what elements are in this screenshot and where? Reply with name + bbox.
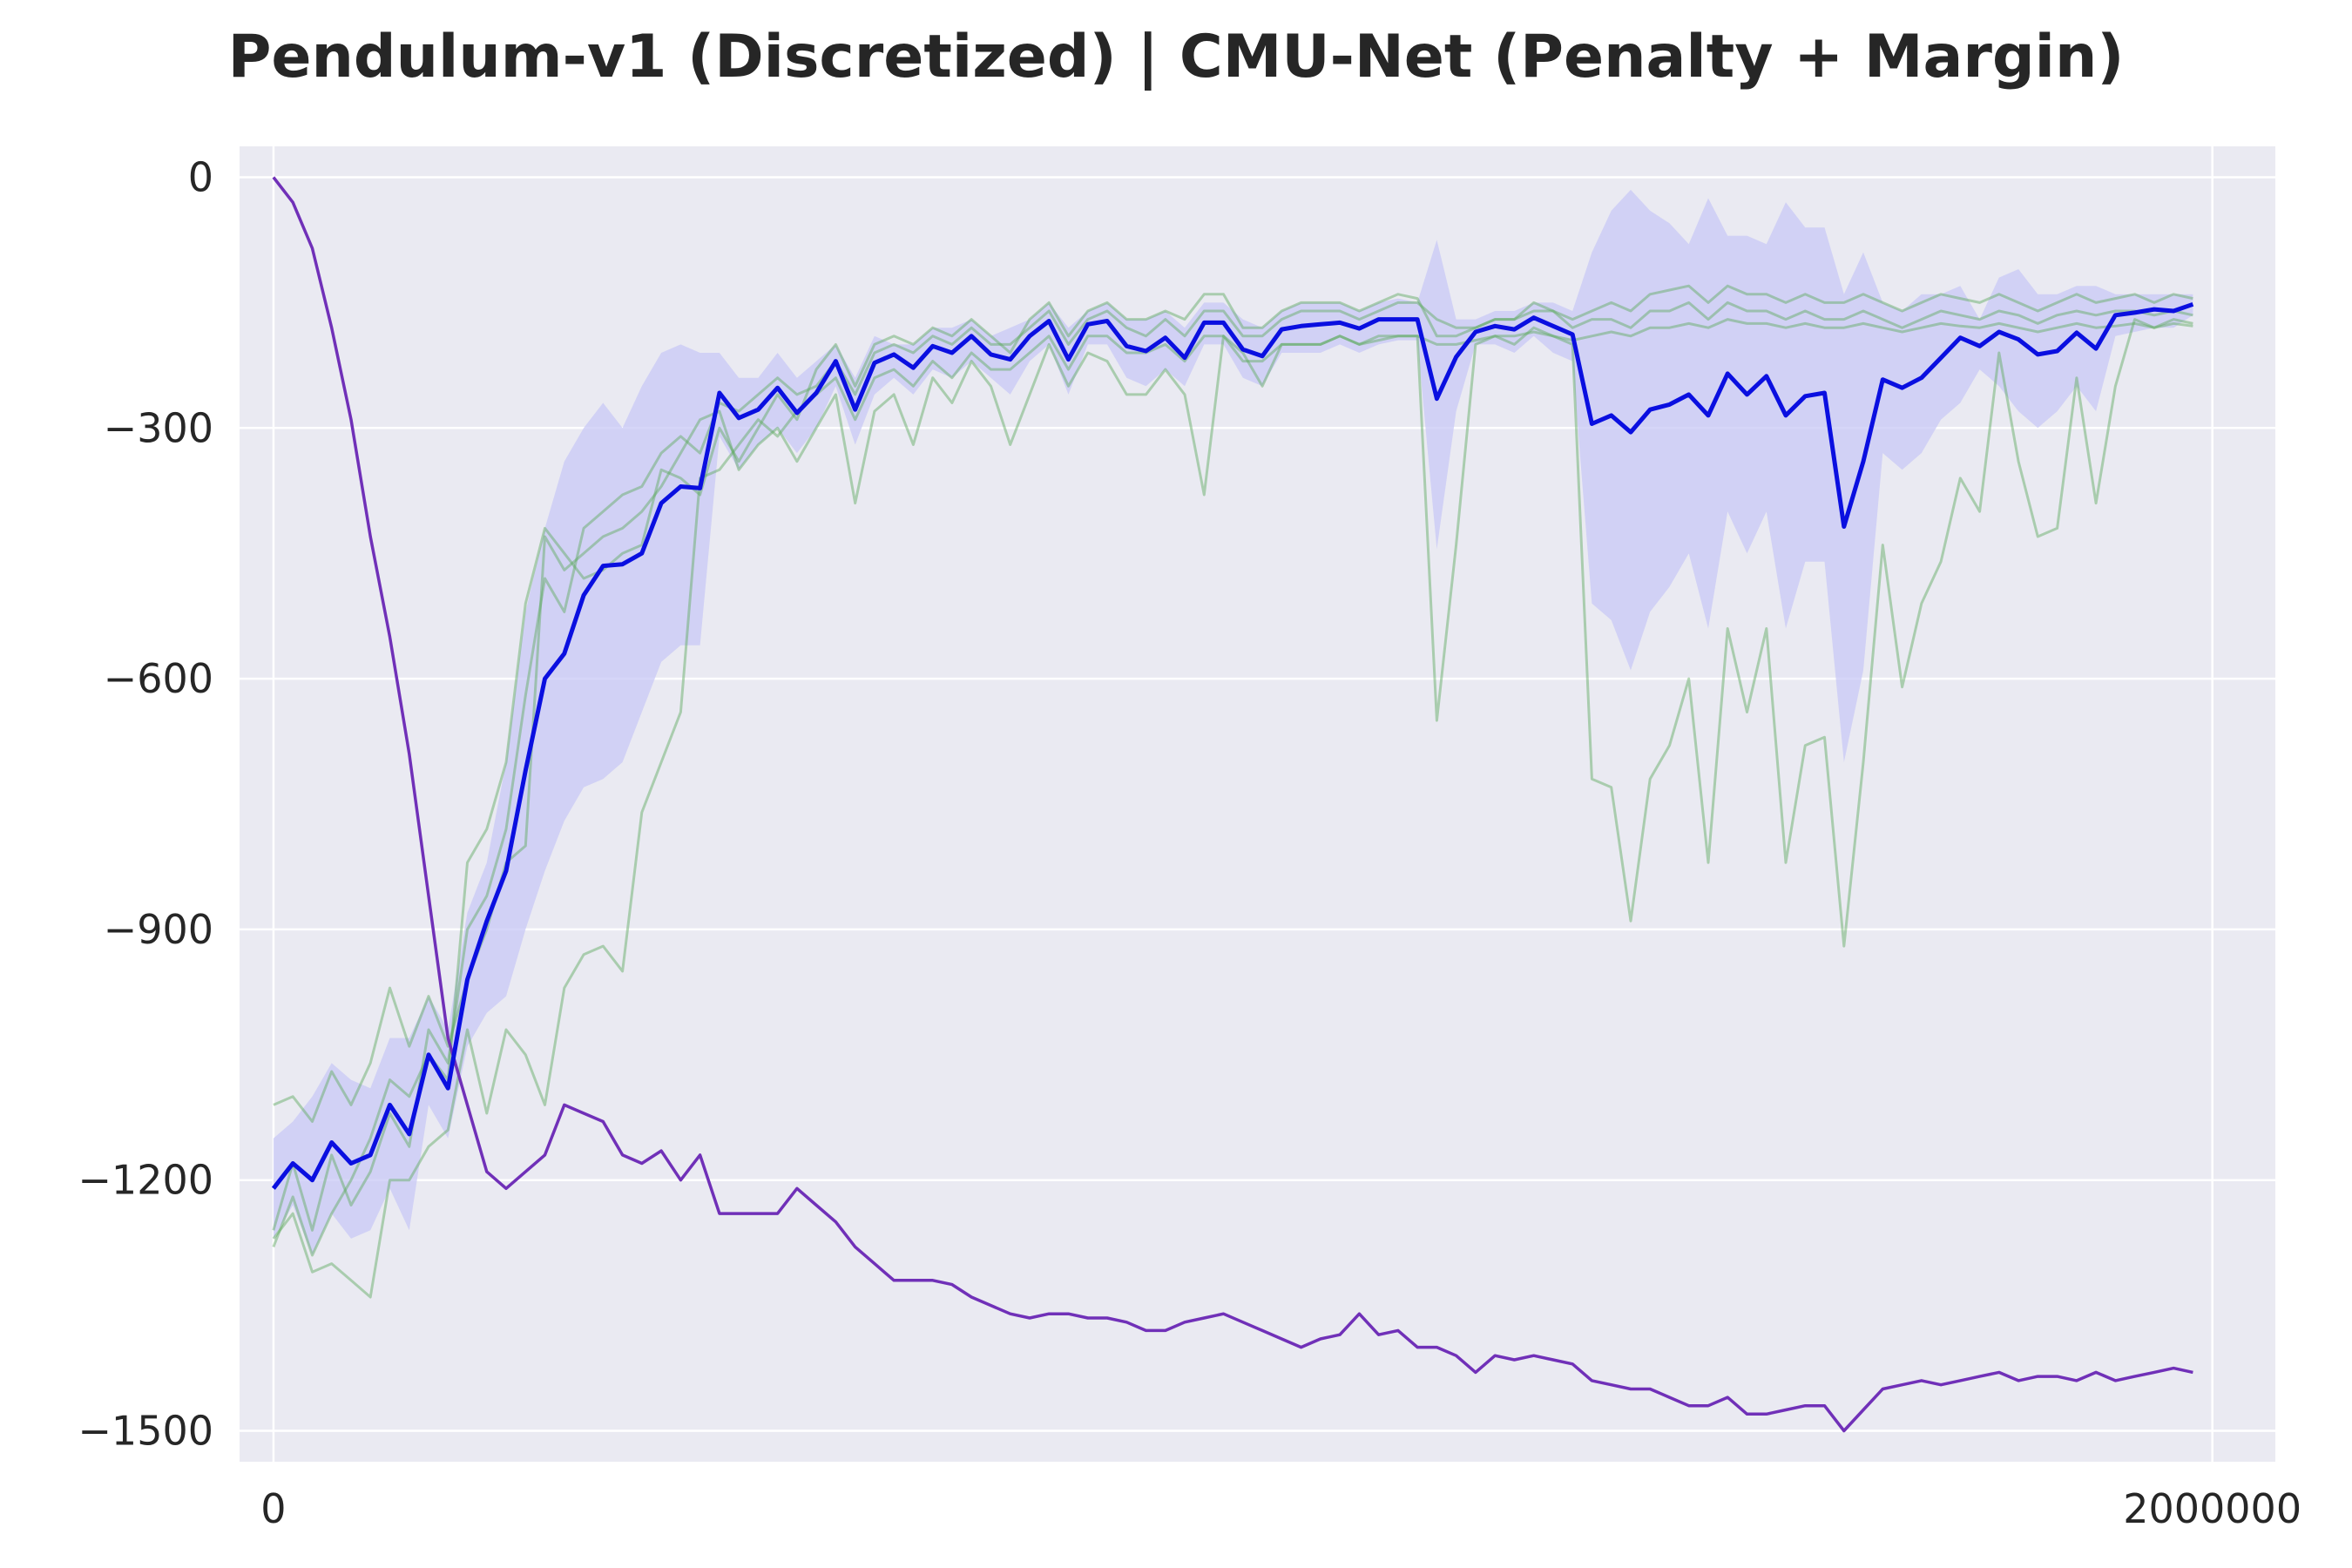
seed-line-1 <box>272 284 2193 1257</box>
seed-line-4 <box>272 318 2193 1299</box>
std-band <box>273 189 2193 1255</box>
y-tick-label: 0 <box>188 153 213 200</box>
y-tick-label: −1200 <box>78 1157 213 1204</box>
y-tick-label: −600 <box>104 655 213 702</box>
mean-series-layer <box>271 301 2194 1190</box>
other-series-line <box>272 176 2193 1433</box>
y-tick-label: −1500 <box>78 1408 213 1455</box>
other-series-layer <box>272 176 2193 1433</box>
x-tick-label: 2000000 <box>2123 1485 2301 1532</box>
y-tick-label: −900 <box>104 906 213 953</box>
chart-title: Pendulum-v1 (Discretized) | CMU-Net (Pen… <box>228 23 2125 91</box>
y-tick-label: −300 <box>104 404 213 451</box>
seed-line-2 <box>272 301 2193 1232</box>
seed-lines-layer <box>272 284 2193 1299</box>
tick-labels: 0 −300 −600 −900 −1200 −1500 0 2000000 <box>78 153 2301 1532</box>
mean-series-line <box>271 301 2194 1190</box>
x-tick-label: 0 <box>260 1485 286 1532</box>
seed-line-3 <box>273 318 2193 1123</box>
std-band-layer <box>273 189 2193 1255</box>
